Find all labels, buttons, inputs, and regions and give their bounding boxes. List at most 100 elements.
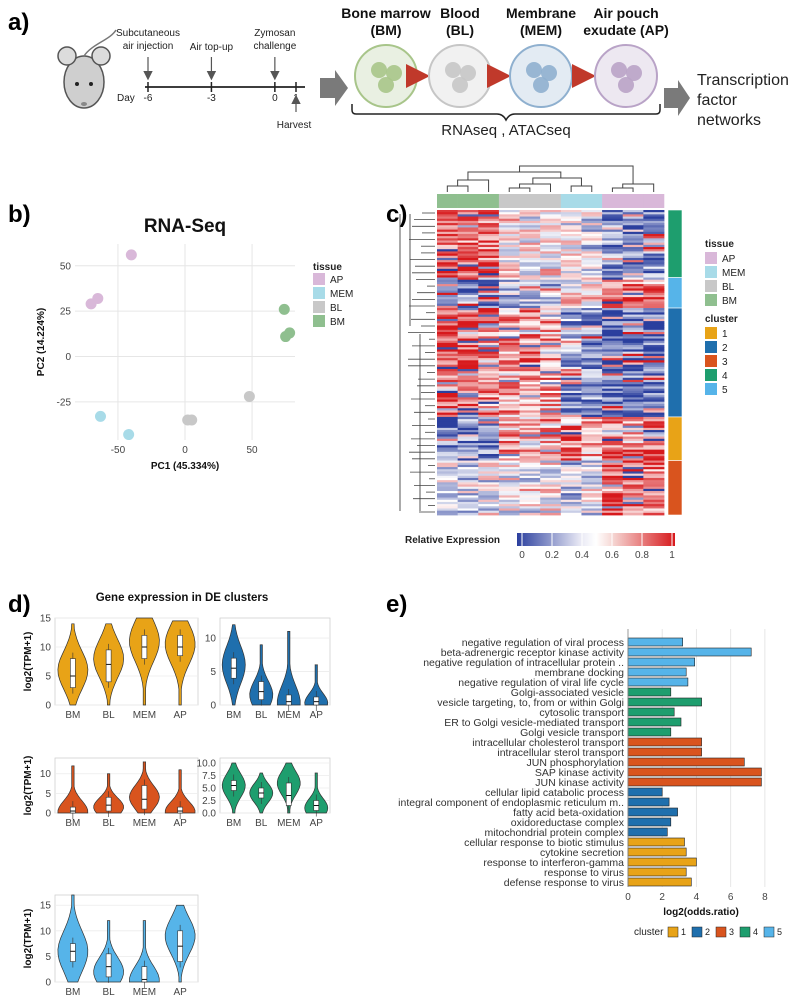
heatmap-cell: [457, 334, 479, 337]
heatmap-cell: [560, 436, 582, 440]
heatmap-cell: [643, 362, 665, 366]
heatmap-cell: [622, 510, 644, 514]
heatmap-cell: [498, 486, 520, 490]
heatmap-cell: [519, 229, 541, 233]
heatmap-cell: [437, 434, 459, 437]
output-arrow-icon: [664, 80, 690, 116]
heatmap-cell: [519, 477, 541, 481]
heatmap-cell: [581, 451, 603, 455]
heatmap-tissue-label: BM: [722, 296, 737, 307]
heatmap-cell: [602, 353, 624, 357]
heatmap-cell: [498, 406, 520, 409]
column-tissue-band: [498, 194, 520, 208]
heatmap-cell: [519, 406, 541, 409]
heatmap-cell: [519, 491, 541, 494]
heatmap-cell: [560, 347, 582, 350]
heatmap-cell: [498, 212, 520, 215]
heatmap-cell: [581, 488, 603, 492]
heatmap-cluster-swatch: [705, 341, 717, 353]
violin-xtick-label: BM: [226, 710, 241, 721]
heatmap-cell: [622, 488, 644, 492]
heatmap-cell: [437, 255, 459, 259]
heatmap-cell: [622, 336, 644, 339]
heatmap-cell: [457, 255, 479, 259]
heatmap-cell: [437, 475, 459, 479]
heatmap-cell: [622, 314, 644, 318]
heatmap-cell: [643, 294, 665, 298]
heatmap-cell: [581, 438, 603, 442]
heatmap-cell: [437, 506, 459, 509]
go-xtick-label: 2: [659, 892, 665, 903]
heatmap-cell: [437, 212, 459, 215]
heatmap-cell: [457, 262, 479, 265]
heatmap-cell: [560, 240, 582, 244]
heatmap-cell: [602, 227, 624, 231]
heatmap-cell: [498, 510, 520, 514]
heatmap-cell: [643, 316, 665, 320]
heatmap-cell: [602, 355, 624, 359]
row-cluster-band: [667, 307, 683, 418]
heatmap-cell: [581, 464, 603, 468]
heatmap-cell: [457, 223, 479, 226]
heatmap-cell: [498, 364, 520, 368]
heatmap-cell: [478, 277, 500, 281]
heatmap-cell: [581, 345, 603, 348]
pca-ytick-label: 50: [60, 261, 72, 272]
heatmap-cell: [437, 358, 459, 361]
heatmap-cell: [643, 308, 665, 311]
heatmap-cell: [478, 271, 500, 274]
heatmap-cell: [457, 257, 479, 261]
go-legend-label: 4: [753, 927, 758, 937]
heatmap-cell: [602, 310, 624, 313]
heatmap-cell: [498, 253, 520, 257]
heatmap-cell: [643, 236, 665, 239]
heatmap-cell: [437, 345, 459, 348]
heatmap-cell: [478, 244, 500, 248]
heatmap-cell: [581, 449, 603, 453]
heatmap-cell: [498, 449, 520, 453]
heatmap-cell: [581, 512, 603, 516]
heatmap-cell: [602, 458, 624, 461]
violin-title: Gene expression in DE clusters: [96, 592, 269, 604]
heatmap-cell: [581, 393, 603, 396]
heatmap-cell: [581, 253, 603, 257]
heatmap-cell: [519, 220, 541, 224]
heatmap-cell: [540, 227, 562, 231]
heatmap-cell: [560, 495, 582, 498]
heatmap-cell: [643, 351, 665, 355]
heatmap-cell: [437, 373, 459, 376]
heatmap-cell: [437, 284, 459, 287]
heatmap-cell: [478, 462, 500, 466]
heatmap-cell: [498, 421, 520, 424]
heatmap-cell: [519, 512, 541, 516]
heatmap-cell: [602, 321, 624, 324]
heatmap-cell: [540, 255, 562, 259]
heatmap-cell: [581, 218, 603, 222]
heatmap-cell: [519, 325, 541, 329]
heatmap-cell: [498, 325, 520, 329]
heatmap-cell: [560, 410, 582, 414]
heatmap-cell: [622, 495, 644, 498]
heatmap-cell: [519, 410, 541, 414]
heatmap-cell: [643, 323, 665, 326]
heatmap-cell: [560, 369, 582, 372]
go-bar: [627, 677, 689, 687]
heatmap-cell: [498, 338, 520, 342]
heatmap-cell: [519, 488, 541, 492]
heatmap-cell: [643, 388, 665, 392]
heatmap-cell: [581, 351, 603, 355]
heatmap-cell: [437, 471, 459, 475]
nucleus-lobe: [371, 62, 387, 78]
heatmap-cell: [622, 469, 644, 472]
violin-ytick-label: 10.0: [197, 759, 217, 770]
heatmap-cell: [560, 390, 582, 394]
heatmap-cell: [643, 212, 665, 215]
heatmap-cell: [602, 342, 624, 346]
heatmap-cell: [622, 327, 644, 331]
heatmap-cell: [560, 281, 582, 285]
heatmap-cell: [622, 349, 644, 353]
heatmap-cell: [602, 397, 624, 400]
heatmap-cell: [602, 491, 624, 494]
violin-xtick-label: BL: [255, 818, 268, 829]
column-tissue-band: [457, 194, 479, 208]
